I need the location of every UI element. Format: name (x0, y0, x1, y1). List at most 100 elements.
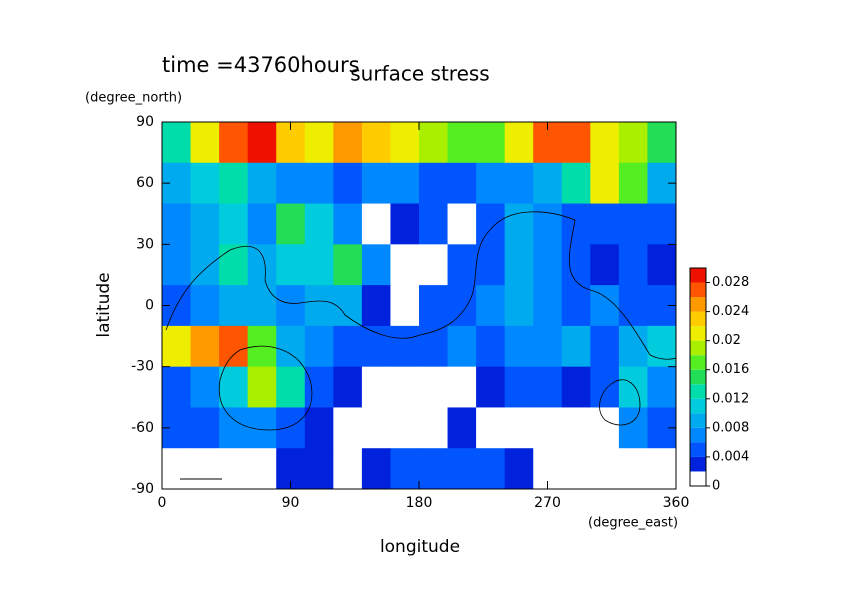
contour-cell (476, 203, 506, 245)
x-tick-label: 90 (282, 495, 300, 511)
contour-cell (590, 407, 620, 449)
colorbar: 0 0.004 0.008 0.012 0.016 0.02 0.024 0.028 (689, 267, 749, 494)
contour-cell (190, 448, 220, 490)
contour-cell (361, 407, 391, 449)
y-tick-label: 0 (145, 298, 154, 314)
colorbar-segment (690, 355, 706, 370)
contour-cell (247, 366, 277, 408)
contour-cell (333, 366, 363, 408)
contour-cell (276, 366, 306, 408)
contour-cell (504, 366, 534, 408)
contour-cell (190, 162, 220, 205)
contour-cell (190, 203, 220, 245)
contour-cell (333, 325, 363, 368)
contour-cell (504, 407, 534, 449)
contour-cell (276, 244, 306, 286)
contour-cell (361, 366, 391, 408)
contour-cell (476, 162, 506, 205)
contour-cell (219, 448, 249, 490)
y-tick-label: 60 (136, 175, 154, 191)
colorbar-segment (690, 442, 706, 457)
colorbar-segment (690, 456, 706, 472)
contour-cell (333, 285, 363, 327)
contour-cell (419, 203, 449, 245)
colorbar-frame (689, 267, 707, 487)
coastline (599, 379, 641, 426)
contour-cell (419, 366, 449, 408)
contour-cell (219, 285, 249, 327)
contour-cell (447, 203, 477, 245)
contour-cell (533, 244, 563, 286)
contour-cell (304, 448, 334, 490)
contour-cell (361, 122, 391, 164)
contour-cell (647, 366, 677, 408)
contour-cell (162, 203, 192, 245)
contour-cell (476, 325, 506, 368)
contour-cell (276, 325, 306, 368)
contour-cell (162, 325, 192, 368)
colorbar-tick-label: 0.016 (712, 362, 749, 377)
contour-cell (390, 407, 420, 449)
contour-cell (590, 162, 620, 205)
colorbar-segment (690, 268, 706, 283)
colorbar-segment (690, 340, 706, 356)
contour-cell (561, 285, 591, 327)
contour-cell (419, 448, 449, 490)
contour-cell (361, 325, 391, 368)
x-tick-label: 0 (158, 495, 167, 511)
contour-cell (419, 122, 449, 164)
contour-cell (247, 122, 277, 164)
contour-cell (618, 285, 648, 327)
contour-cell (561, 325, 591, 368)
contour-cell (276, 203, 306, 245)
contour-cell (533, 366, 563, 408)
contour-cell (390, 285, 420, 327)
contour-cell (590, 285, 620, 327)
x-tick-label: 360 (663, 495, 690, 511)
contour-cell (247, 244, 277, 286)
contour-cell (590, 325, 620, 368)
contour-cell (361, 244, 391, 286)
colorbar-segment (690, 326, 706, 341)
colorbar-segment (690, 369, 706, 385)
contour-cell (190, 325, 220, 368)
contour-cell (447, 407, 477, 449)
contour-cell (419, 325, 449, 368)
colorbar-tick-label: 0.028 (712, 275, 749, 290)
colorbar-tick-label: 0.02 (712, 333, 741, 348)
colorbar-segment (690, 427, 706, 443)
contour-cell (190, 285, 220, 327)
contour-cell (390, 244, 420, 286)
contour-cell (504, 244, 534, 286)
contour-cell (533, 162, 563, 205)
contour-cell (618, 366, 648, 408)
contour-cell (504, 162, 534, 205)
contour-cell (247, 203, 277, 245)
colorbar-segment (690, 384, 706, 399)
contour-cell (304, 407, 334, 449)
contour-cell (618, 244, 648, 286)
contour-cell (219, 366, 249, 408)
contour-cell (219, 325, 249, 368)
contour-cell (247, 162, 277, 205)
contour-cell (476, 122, 506, 164)
colorbar-segment (690, 471, 706, 486)
contour-cell (647, 244, 677, 286)
contour-cell (476, 244, 506, 286)
contour-cell (476, 407, 506, 449)
contour-cell (618, 122, 648, 164)
contour-cell (419, 407, 449, 449)
contour-cell (618, 407, 648, 449)
contour-cell (333, 244, 363, 286)
contour-cell (561, 162, 591, 205)
y-tick-label: 90 (136, 114, 154, 130)
contour-cell (419, 162, 449, 205)
contour-cell (333, 407, 363, 449)
contour-cell (304, 162, 334, 205)
contour-cell (504, 285, 534, 327)
contour-cell (504, 122, 534, 164)
contour-cell (304, 285, 334, 327)
contour-cell (304, 203, 334, 245)
contour-cell (219, 407, 249, 449)
